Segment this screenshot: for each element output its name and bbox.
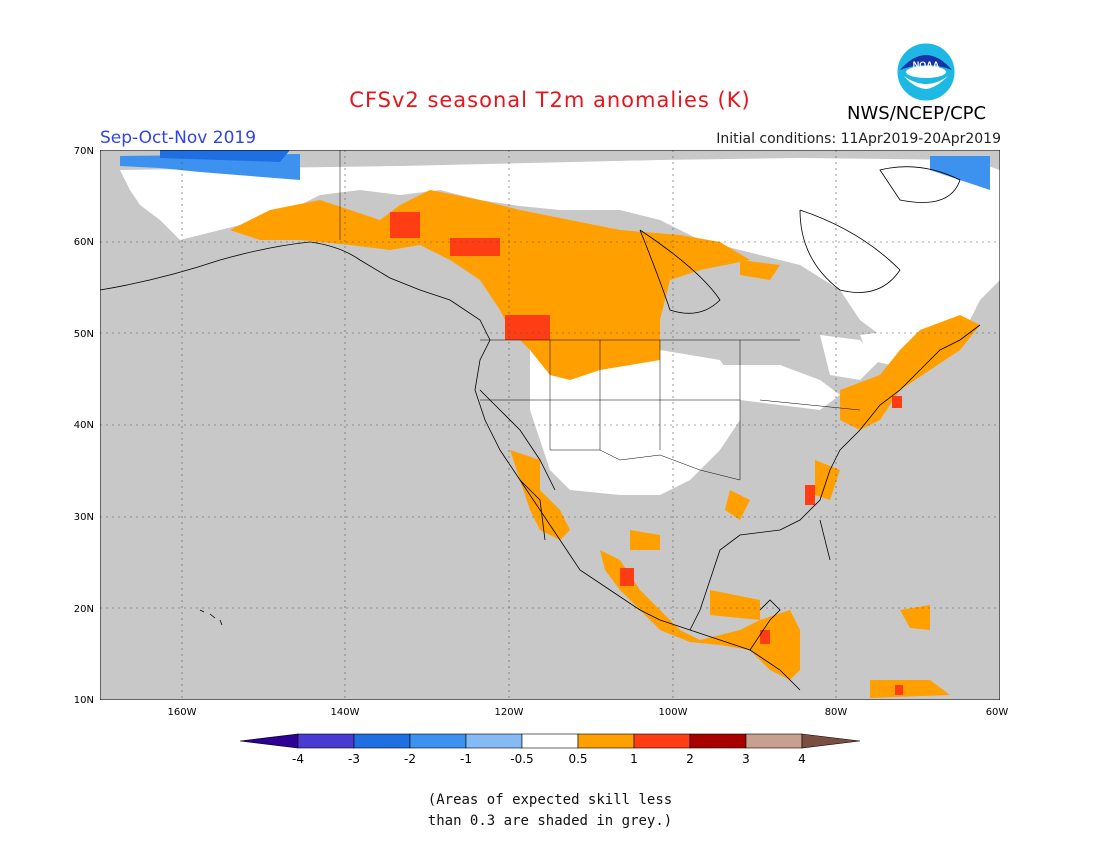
above-normal-regions — [230, 190, 980, 698]
latitude-axis: 70N 60N 50N 40N 30N 20N 10N — [74, 146, 94, 706]
lon-label-60w: 60W — [986, 707, 1009, 718]
colorbar-bin — [465, 733, 523, 749]
noaa-logo: NOAA — [896, 42, 956, 102]
lat-label-50n: 50N — [74, 329, 94, 340]
logo-text: NOAA — [913, 60, 940, 70]
lat-label-20n: 20N — [74, 604, 94, 615]
near-normal-regions — [120, 158, 1000, 495]
colorbar-label: -0.5 — [510, 752, 533, 766]
strong-above-normal-regions — [390, 212, 903, 695]
colorbar-bin — [745, 733, 803, 749]
colorbar-bin — [409, 733, 467, 749]
initial-conditions: Initial conditions: 11Apr2019-20Apr2019 — [716, 131, 1001, 147]
lat-label-30n: 30N — [74, 512, 94, 523]
organization-label: NWS/NCEP/CPC — [847, 103, 987, 124]
coastlines — [100, 166, 981, 691]
colorbar-label: 0.5 — [568, 752, 587, 766]
colorbar-label: 2 — [686, 752, 694, 766]
colorbar-bin — [633, 733, 691, 749]
lon-label-80w: 80W — [825, 707, 848, 718]
colorbar-arrow-left — [240, 733, 299, 749]
lon-label-160w: 160W — [168, 707, 197, 718]
colorbar-label: 3 — [742, 752, 750, 766]
lat-label-60n: 60N — [74, 237, 94, 248]
colorbar-bin — [353, 733, 411, 749]
longitude-axis: 160W 140W 120W 100W 80W 60W — [168, 707, 1009, 718]
colorbar-bin — [297, 733, 355, 749]
map-title: CFSv2 seasonal T2m anomalies (K) — [349, 88, 751, 112]
colorbar-label: 4 — [798, 752, 806, 766]
graticule — [100, 150, 1000, 700]
lon-label-140w: 140W — [331, 707, 360, 718]
lon-label-120w: 120W — [495, 707, 524, 718]
lat-label-10n: 10N — [74, 695, 94, 706]
colorbar-label: -3 — [348, 752, 360, 766]
political-borders — [339, 150, 861, 481]
colorbar-arrow-right — [801, 733, 861, 749]
colorbar-bin — [689, 733, 747, 749]
skill-note: (Areas of expected skill less than 0.3 a… — [0, 790, 1100, 832]
season-label: Sep-Oct-Nov 2019 — [100, 128, 257, 148]
lon-label-100w: 100W — [659, 707, 688, 718]
colorbar-label: -1 — [460, 752, 472, 766]
anomaly-map — [100, 150, 1000, 700]
colorbar-label: -4 — [292, 752, 304, 766]
colorbar: -4 -3 -2 -1 -0.5 0.5 1 2 3 4 — [240, 733, 861, 766]
colorbar-label: -2 — [404, 752, 416, 766]
colorbar-bin — [577, 733, 635, 749]
colorbar-label: 1 — [630, 752, 638, 766]
below-normal-regions — [120, 150, 990, 190]
lat-label-70n: 70N — [74, 146, 94, 157]
colorbar-bin — [521, 733, 579, 749]
skill-note-line-2: than 0.3 are shaded in grey.) — [427, 813, 673, 829]
skill-note-line-1: (Areas of expected skill less — [427, 792, 673, 808]
lat-label-40n: 40N — [74, 420, 94, 431]
